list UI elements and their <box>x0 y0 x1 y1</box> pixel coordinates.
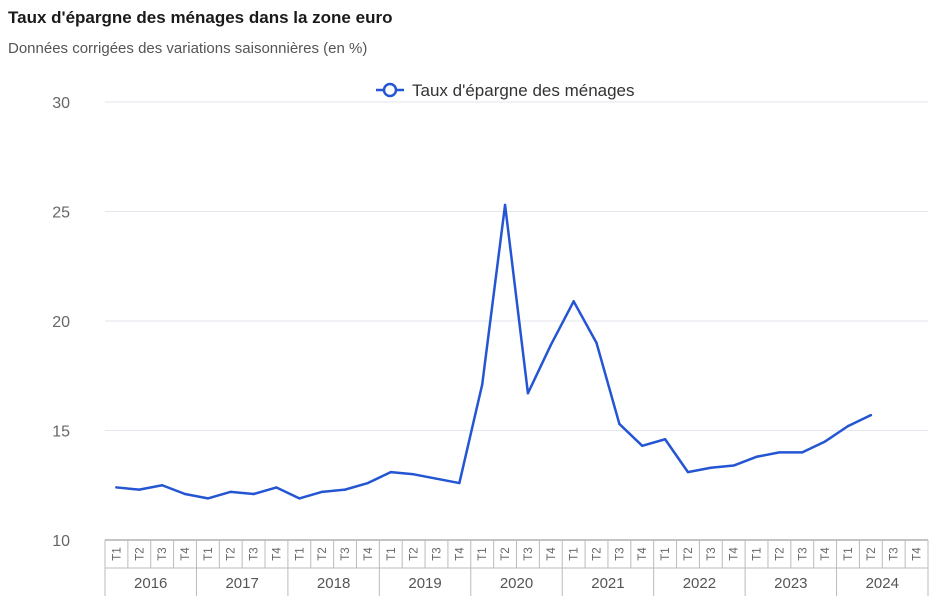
data-point <box>275 486 278 489</box>
quarter-tick-label: T3 <box>706 547 718 560</box>
year-tick-label: 2018 <box>317 575 350 592</box>
data-point <box>846 424 850 428</box>
quarter-tick-label: T3 <box>797 547 809 560</box>
quarter-tick-label: T4 <box>363 547 375 561</box>
chart-subtitle: Données corrigées des variations saisonn… <box>8 40 368 57</box>
data-point <box>320 490 324 494</box>
y-tick-label: 10 <box>52 533 70 550</box>
quarter-tick-label: T3 <box>431 547 443 560</box>
quarter-tick-label: T2 <box>866 547 878 560</box>
quarter-tick-label: T2 <box>774 547 786 560</box>
y-tick-label: 30 <box>52 95 70 112</box>
quarter-tick-label: T1 <box>203 547 215 560</box>
data-point <box>686 470 690 474</box>
year-tick-label: 2021 <box>591 575 624 592</box>
data-point <box>206 497 210 500</box>
data-point <box>115 486 118 489</box>
data-point <box>526 392 530 395</box>
quarter-tick-label: T1 <box>294 547 306 560</box>
y-tick-label: 20 <box>52 314 70 331</box>
data-point <box>298 497 301 500</box>
quarter-tick-label: T4 <box>729 547 741 561</box>
y-tick-label: 15 <box>52 424 70 441</box>
year-tick-label: 2016 <box>134 575 167 592</box>
quarter-tick-label: T2 <box>317 547 329 560</box>
quarter-tick-label: T1 <box>569 547 581 560</box>
year-tick-label: 2019 <box>408 575 441 592</box>
data-point <box>252 492 255 496</box>
data-point <box>549 343 552 347</box>
data-point <box>343 488 347 491</box>
data-point <box>366 481 370 485</box>
year-tick-label: 2023 <box>774 575 807 592</box>
quarter-tick-label: T4 <box>454 547 466 561</box>
year-tick-label: 2020 <box>500 575 533 592</box>
quarter-tick-label: T2 <box>409 547 421 560</box>
data-point <box>389 470 392 474</box>
quarter-tick-label: T3 <box>523 547 535 560</box>
quarter-tick-label: T1 <box>477 547 489 560</box>
data-point <box>412 473 415 476</box>
series-line-0 <box>115 203 873 500</box>
legend-label: Taux d'épargne des ménages <box>412 81 635 100</box>
quarter-tick-label: T3 <box>249 547 261 560</box>
legend[interactable]: Taux d'épargne des ménages <box>376 81 635 100</box>
year-tick-label: 2024 <box>866 575 899 592</box>
y-axis: 10 15 20 25 30 <box>52 95 70 550</box>
data-point <box>458 481 461 485</box>
quarter-tick-label: T2 <box>683 547 695 560</box>
quarter-tick-label: T3 <box>889 547 901 560</box>
data-point <box>618 422 621 426</box>
quarter-tick-label: T2 <box>134 547 146 560</box>
quarter-tick-label: T2 <box>500 547 512 560</box>
data-point <box>595 341 598 345</box>
quarter-tick-label: T4 <box>180 547 192 561</box>
data-point <box>160 484 164 487</box>
quarter-tick-label: T1 <box>843 547 855 560</box>
chart-title: Taux d'épargne des ménages dans la zone … <box>8 8 393 27</box>
year-tick-label: 2017 <box>225 575 258 592</box>
quarter-tick-label: T4 <box>820 547 832 561</box>
quarter-tick-label: T3 <box>614 547 626 560</box>
data-point <box>663 438 667 441</box>
quarter-tick-label: T4 <box>912 547 924 561</box>
data-point <box>481 383 484 386</box>
data-point <box>778 451 781 454</box>
data-point <box>869 413 873 417</box>
quarter-tick-label: T2 <box>592 547 604 560</box>
data-point <box>435 477 438 480</box>
quarter-tick-label: T1 <box>386 547 398 560</box>
gridlines <box>105 101 928 541</box>
data-point <box>572 300 575 303</box>
quarter-tick-label: T4 <box>271 547 283 561</box>
data-point <box>138 488 141 491</box>
data-point <box>823 440 827 443</box>
series-layer <box>115 203 873 500</box>
data-point <box>709 466 713 469</box>
data-point <box>183 492 187 496</box>
data-point <box>732 464 735 467</box>
legend-marker-icon <box>382 82 398 98</box>
quarter-tick-label: T4 <box>546 547 558 561</box>
data-point <box>229 490 232 494</box>
y-tick-label: 25 <box>52 205 70 222</box>
quarter-tick-label: T1 <box>752 547 764 560</box>
quarter-tick-label: T1 <box>660 547 672 560</box>
data-point <box>641 444 644 448</box>
data-point <box>503 203 507 207</box>
quarter-tick-label: T4 <box>637 547 649 561</box>
year-tick-label: 2022 <box>683 575 716 592</box>
quarter-tick-label: T1 <box>111 547 123 560</box>
quarter-tick-label: T3 <box>157 547 169 560</box>
quarter-tick-label: T3 <box>340 547 352 560</box>
x-axis: T1 T2 T3 T4 2016 T1 T2 T3 T4 2017 T1 T2 T3 T4 2018 T1 T2… <box>104 540 929 596</box>
quarter-tick-label: T2 <box>226 547 238 560</box>
data-point <box>755 455 758 458</box>
data-point <box>801 451 804 454</box>
